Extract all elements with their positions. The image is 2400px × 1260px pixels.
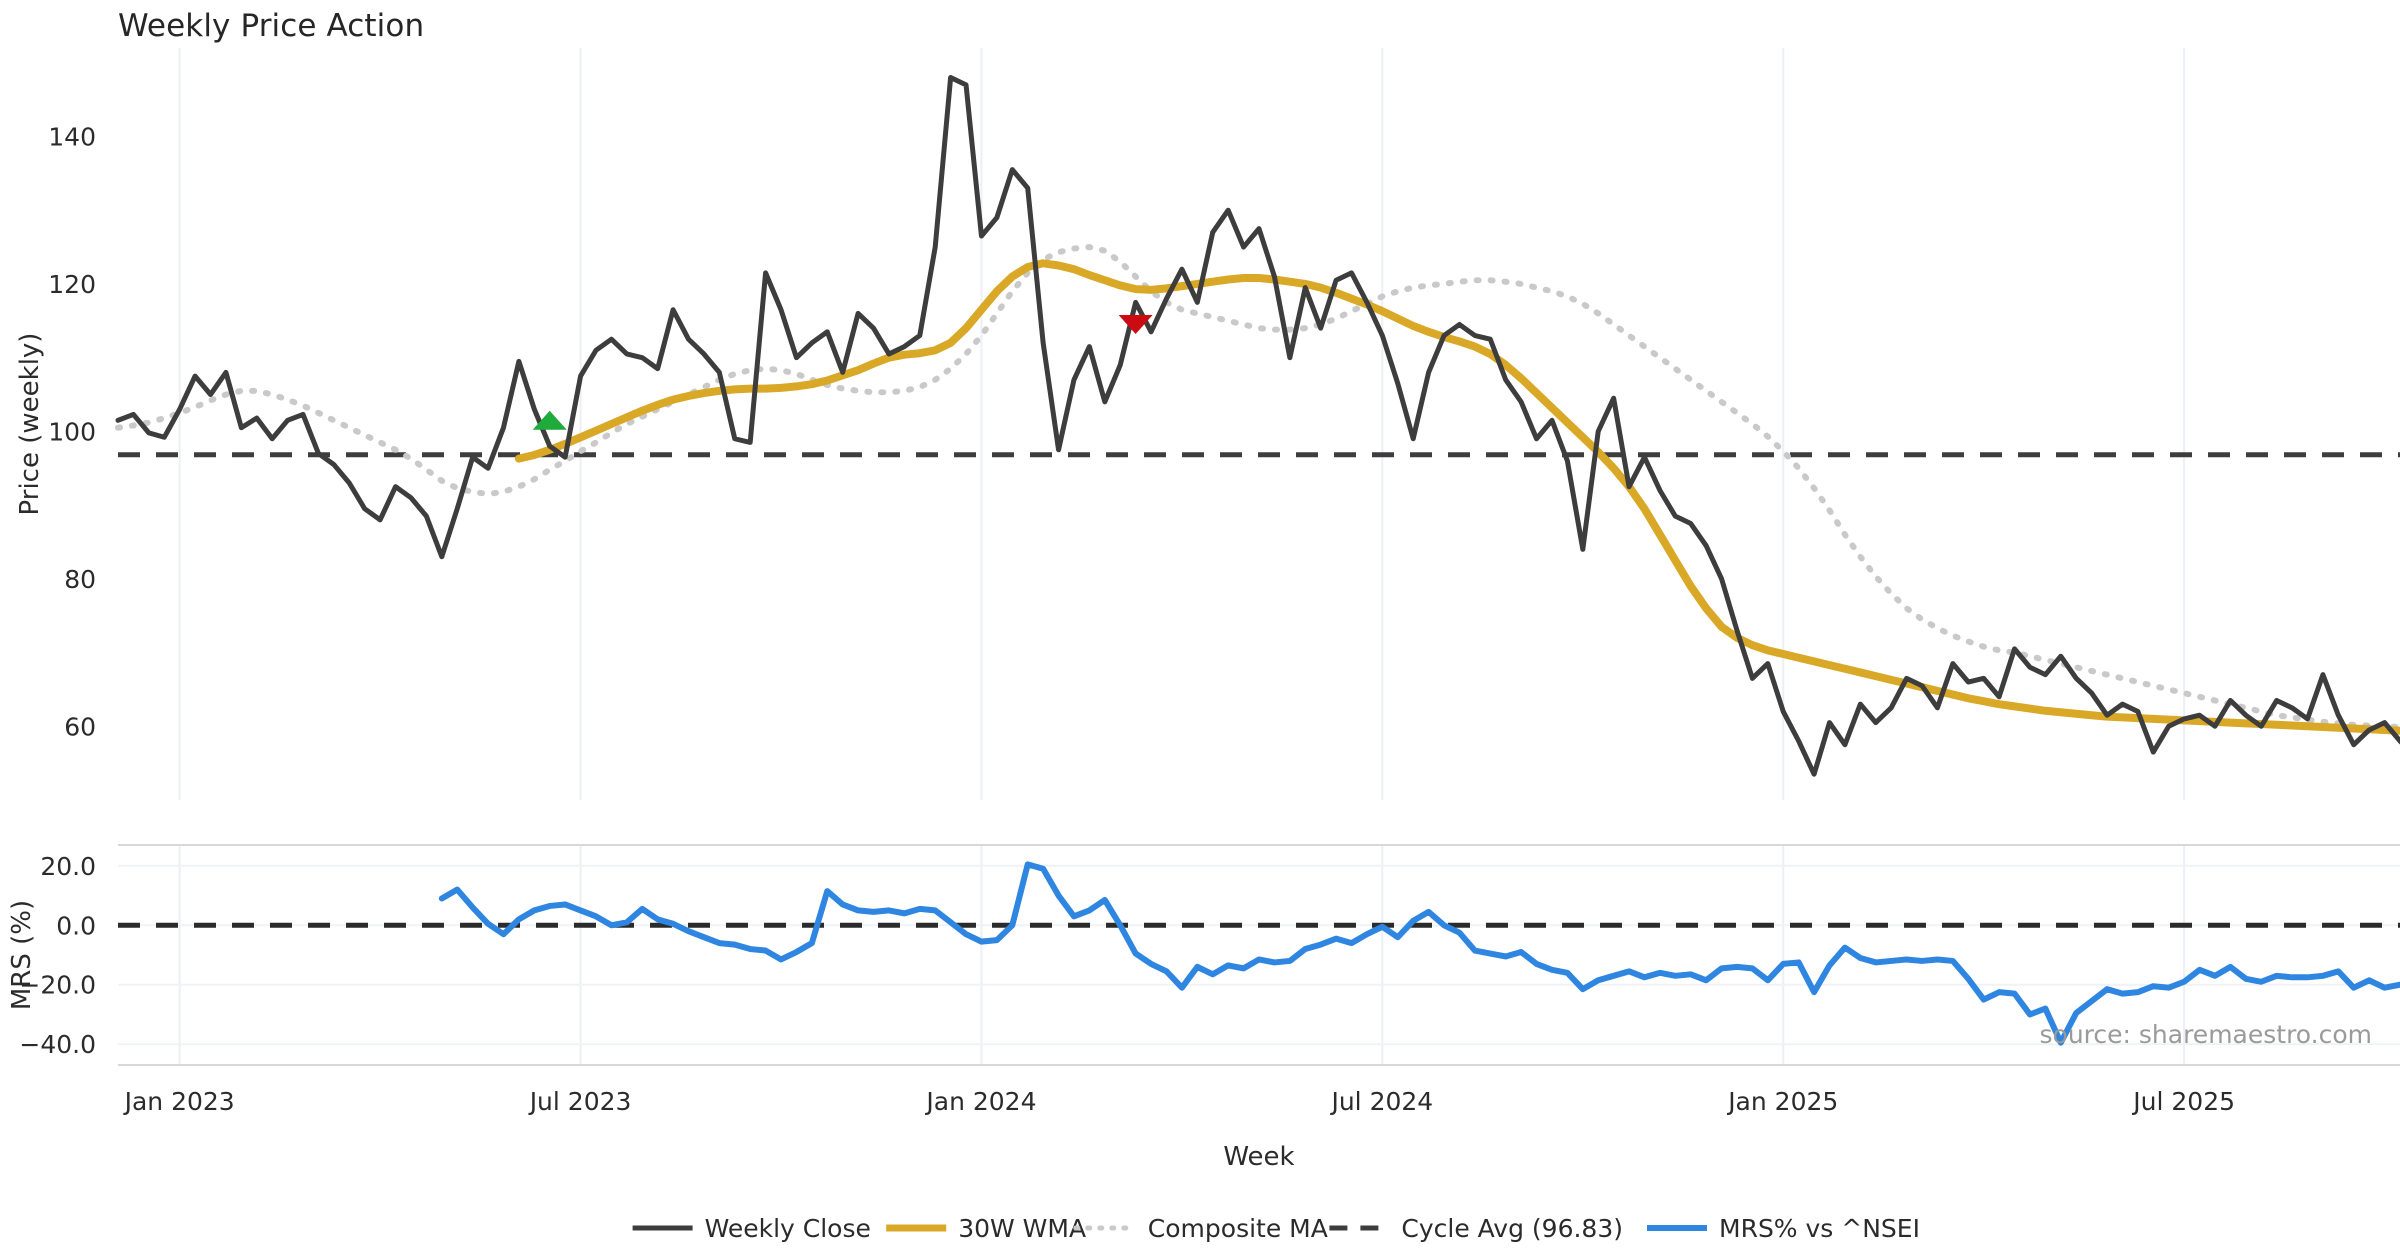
mrs-y-tick-label: −40.0 bbox=[19, 1030, 96, 1059]
mrs-y-tick-label: −20.0 bbox=[19, 971, 96, 1000]
series-weekly-close bbox=[115, 74, 2400, 777]
source-watermark: source: sharemaestro.com bbox=[2040, 1020, 2373, 1049]
series-composite-ma bbox=[115, 244, 2400, 731]
legend-item[interactable]: Weekly Close bbox=[632, 1214, 871, 1243]
x-axis-title: Week bbox=[1223, 1142, 1294, 1172]
buy-signal-marker bbox=[532, 410, 567, 430]
legend-item[interactable]: MRS% vs ^NSEI bbox=[1647, 1214, 1920, 1243]
x-tick-label: Jan 2024 bbox=[924, 1087, 1036, 1116]
price-axis-title: Price (weekly) bbox=[15, 333, 45, 516]
legend-item[interactable]: 30W WMA bbox=[886, 1214, 1086, 1243]
sell-signal-marker bbox=[1118, 315, 1153, 334]
price-y-axis: 60 80 100 120 140 Price (weekly) bbox=[15, 122, 96, 741]
page-title: Weekly Price Action bbox=[118, 8, 425, 44]
price-y-tick-label: 140 bbox=[48, 122, 96, 151]
legend-item[interactable]: Cycle Avg (96.83) bbox=[1329, 1214, 1623, 1243]
x-tick-label: Jul 2024 bbox=[1329, 1087, 1433, 1116]
gridlines bbox=[118, 48, 2400, 1066]
legend-label: 30W WMA bbox=[958, 1214, 1086, 1243]
x-tick-label: Jul 2025 bbox=[2131, 1087, 2235, 1116]
price-y-tick-label: 80 bbox=[64, 565, 96, 594]
legend-label: Composite MA bbox=[1148, 1214, 1328, 1243]
series-mrs-vs-nsei bbox=[438, 861, 2400, 1046]
legend-label: Weekly Close bbox=[705, 1214, 871, 1243]
price-y-tick-label: 60 bbox=[64, 712, 96, 741]
mrs-y-tick-label: 20.0 bbox=[40, 852, 96, 881]
series-30w-wma bbox=[514, 259, 2400, 735]
x-axis: Jan 2023 Jul 2023 Jan 2024 Jul 2024 Jan 2025… bbox=[123, 1087, 2235, 1172]
legend-item[interactable]: Composite MA bbox=[1073, 1214, 1328, 1243]
price-y-tick-label: 100 bbox=[48, 417, 96, 446]
x-tick-label: Jan 2025 bbox=[1726, 1087, 1838, 1116]
legend-label: Cycle Avg (96.83) bbox=[1401, 1214, 1623, 1243]
mrs-axis-title: MRS (%) bbox=[7, 900, 37, 1010]
legend-label: MRS% vs ^NSEI bbox=[1719, 1214, 1920, 1243]
chart-legend: Weekly Close 30W WMA Composite MA Cycle Avg… bbox=[632, 1214, 1920, 1243]
price-y-tick-label: 120 bbox=[48, 270, 96, 299]
mrs-y-tick-label: 0.0 bbox=[56, 911, 96, 940]
x-tick-label: Jul 2023 bbox=[528, 1087, 632, 1116]
x-tick-label: Jan 2023 bbox=[123, 1087, 235, 1116]
